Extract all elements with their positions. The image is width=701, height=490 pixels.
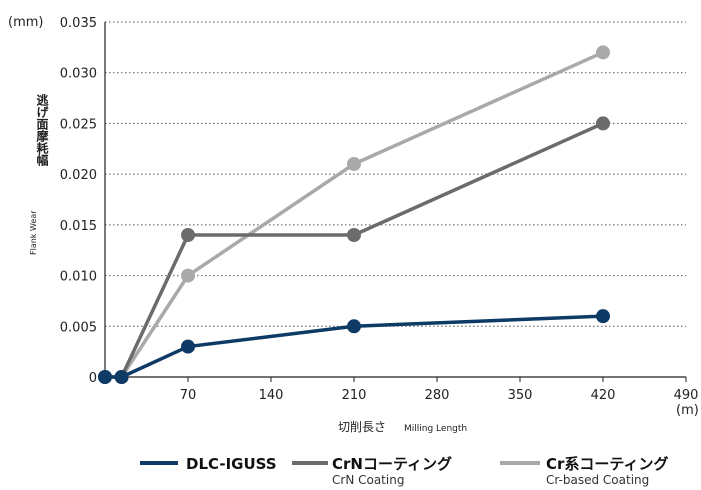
x-axis-label-jp: 切削長さ (338, 420, 386, 434)
y-unit-label: (mm) (8, 15, 43, 30)
x-unit-label: (m) (676, 403, 699, 418)
data-point-2-3 (347, 157, 361, 171)
y-tick-label-5: 0.025 (60, 117, 97, 132)
data-point-0-1 (114, 370, 129, 384)
data-point-0-3 (347, 319, 361, 334)
legend-label-crn: CrNコーティング (332, 455, 452, 473)
y-axis-label-jp: 逃げ面摩耗幅 (35, 93, 49, 167)
legend: DLC-IGUSS CrNコーティング CrN Coating Cr系コーティン… (140, 455, 669, 487)
x-tick-label-0: 70 (180, 388, 197, 403)
series-1 (98, 116, 610, 384)
y-axis-label-en: Flank Wear (29, 210, 38, 255)
x-axis-label-en: Milling Length (404, 424, 467, 434)
y-tick-label-4: 0.020 (60, 168, 97, 183)
data-point-1-2 (181, 228, 195, 242)
data-point-0-0 (98, 370, 112, 384)
x-tick-label-1: 140 (259, 388, 284, 403)
x-tick-labels: 70 140 210 280 350 420 490 (180, 388, 699, 403)
x-tick-label-6: 490 (674, 388, 699, 403)
data-point-0-4 (596, 309, 610, 324)
legend-label-cr-based: Cr系コーティング (546, 455, 669, 473)
legend-label-dlc: DLC-IGUSS (186, 455, 277, 473)
legend-item-dlc: DLC-IGUSS (140, 455, 277, 473)
data-point-2-2 (181, 268, 195, 283)
legend-item-crn: CrNコーティング CrN Coating (292, 455, 452, 487)
y-tick-label-3: 0.015 (60, 219, 97, 234)
legend-sublabel-crn: CrN Coating (332, 473, 404, 487)
data-point-1-4 (596, 116, 610, 131)
x-tick-label-5: 420 (591, 388, 616, 403)
series-0 (98, 309, 610, 384)
x-tick-label-3: 280 (425, 388, 450, 403)
x-tick-label-2: 210 (342, 388, 367, 403)
grid (105, 21, 686, 327)
legend-item-cr-based: Cr系コーティング Cr-based Coating (500, 455, 669, 487)
legend-sublabel-cr-based: Cr-based Coating (546, 473, 649, 487)
data-point-2-4 (596, 45, 610, 60)
y-tick-labels: 0 0.005 0.010 0.015 0.020 0.025 0.030 0.035 (60, 16, 97, 386)
y-tick-label-1: 0.005 (60, 320, 97, 335)
axes (104, 22, 687, 382)
y-tick-label-0: 0 (89, 371, 97, 386)
data-point-0-2 (181, 339, 195, 354)
series-lines (98, 45, 610, 384)
y-tick-label-6: 0.030 (60, 67, 97, 82)
x-tick-label-4: 350 (508, 388, 533, 403)
data-point-1-3 (347, 228, 361, 242)
y-tick-label-2: 0.010 (60, 270, 97, 285)
y-tick-label-7: 0.035 (60, 16, 97, 31)
